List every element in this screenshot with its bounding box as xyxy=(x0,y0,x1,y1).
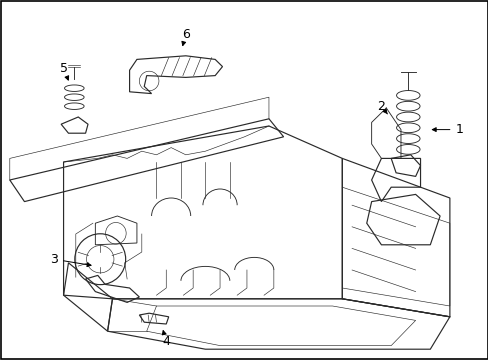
Text: 5: 5 xyxy=(60,62,67,75)
Text: 3: 3 xyxy=(50,253,58,266)
Text: 6: 6 xyxy=(182,28,189,41)
Text: 1: 1 xyxy=(455,123,463,136)
Text: 2: 2 xyxy=(377,100,385,113)
Text: 4: 4 xyxy=(162,336,170,348)
